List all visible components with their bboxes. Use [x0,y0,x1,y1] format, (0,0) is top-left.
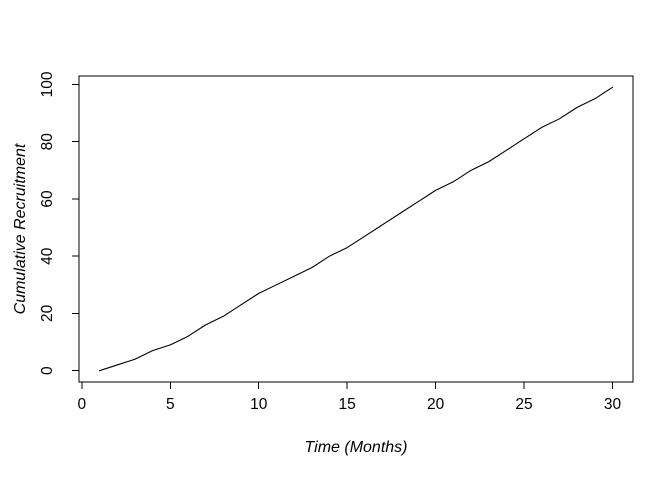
y-tick-label: 40 [39,247,56,265]
cumulative-recruitment-line [98,86,614,372]
x-tick-label: 0 [78,396,87,413]
x-tick-label: 20 [427,396,445,413]
x-tick-label: 10 [250,396,268,413]
x-axis-title: Time (Months) [305,439,408,456]
y-tick-label: 80 [39,133,56,151]
y-tick-label: 100 [39,71,56,97]
x-tick-label: 30 [604,396,622,413]
y-tick-label: 20 [39,304,56,322]
x-tick-label: 25 [515,396,532,413]
plot-box [78,75,634,383]
y-axis-title: Cumulative Recruitment [12,143,29,314]
x-tick-label: 5 [166,396,175,413]
plot-area: 0 5 10 15 20 25 30 0 20 40 60 80 100 [39,71,634,413]
y-tick-label: 60 [39,190,56,208]
y-tick-label: 0 [39,366,56,375]
x-tick-label: 15 [339,396,356,413]
